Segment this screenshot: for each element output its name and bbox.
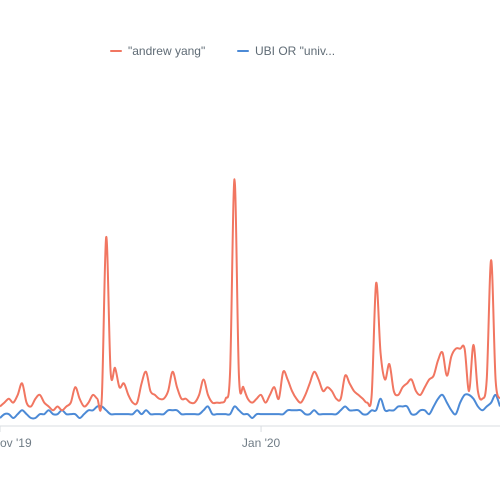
chart-legend: "andrew yang" UBI OR "univ... bbox=[0, 44, 500, 62]
legend-label-andrew-yang: "andrew yang" bbox=[128, 44, 206, 58]
legend-item-andrew-yang[interactable]: "andrew yang" bbox=[110, 44, 205, 58]
series-line-andrew-yang bbox=[0, 178, 500, 412]
legend-swatch-andrew-yang bbox=[110, 50, 122, 52]
series-line-ubi bbox=[0, 393, 500, 420]
x-tick-label: Jan '20 bbox=[242, 436, 281, 450]
legend-item-ubi[interactable]: UBI OR "univ... bbox=[237, 44, 335, 58]
legend-label-ubi: UBI OR "univ... bbox=[255, 44, 336, 58]
legend-swatch-ubi bbox=[237, 50, 249, 52]
x-tick-label: ov '19 bbox=[0, 436, 32, 450]
